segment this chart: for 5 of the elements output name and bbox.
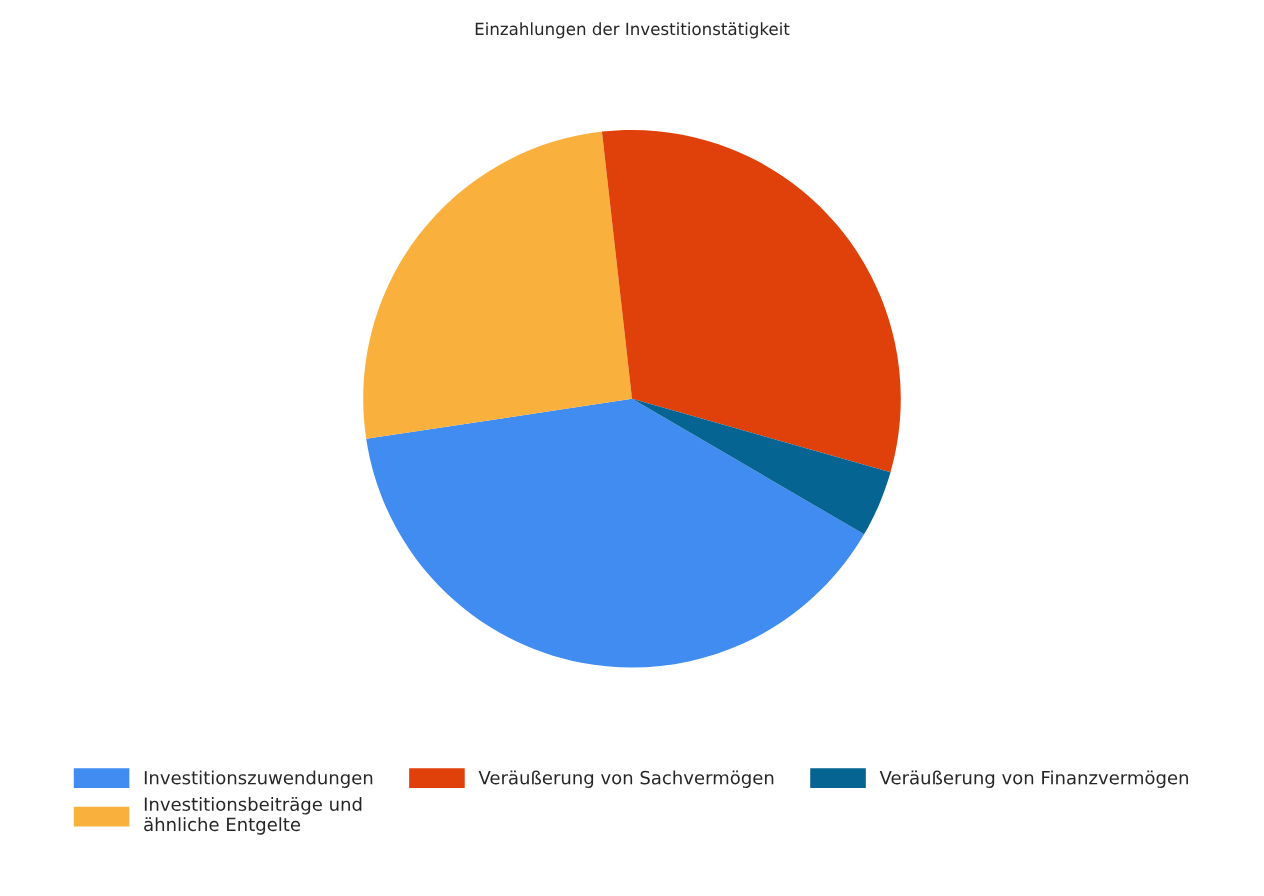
legend-label: Investitionsbeiträge und ähnliche Entgelte: [144, 797, 362, 835]
legend-label: Veräußerung von Finanzvermögen: [879, 770, 1188, 788]
chart-title: Einzahlungen der Investitionstätigkeit: [475, 22, 790, 39]
legend-label: Veräußerung von Sachvermögen: [478, 770, 774, 788]
legend-label: Investitionszuwendungen: [144, 770, 373, 788]
